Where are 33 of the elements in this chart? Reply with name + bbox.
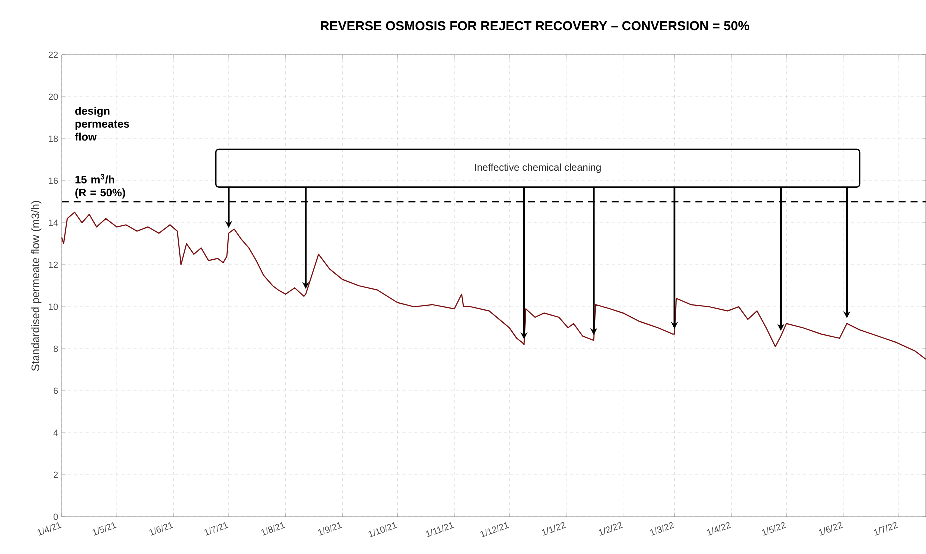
x-tick-label: 1/2/22 [599,522,624,536]
y-tick-label: 14 [49,220,58,226]
y-tick-label: 18 [49,136,58,142]
y-tick-label: 4 [54,430,58,436]
x-tick-label: 1/12/21 [480,522,510,538]
ref-line-label: 15 m$^{3}$/h (R = 50%) [76,174,126,199]
x-tick-label: 1/9/21 [318,522,342,536]
x-tick-label: 1/4/22 [707,522,732,536]
y-tick-label: 10 [49,304,58,310]
y-tick-label: 2 [54,472,58,478]
annotation: Ineffective chemical cleaning [475,164,601,174]
y-tick-label: 12 [49,262,58,268]
x-tick-label: 1/6/21 [150,522,174,536]
y-tick-label: 20 [48,94,58,100]
x-tick-label: 1/5/21 [92,522,117,536]
y-axis-title: Standardised permeate flow (m3/h) [31,201,42,372]
annotation: design permeates flow [75,106,130,141]
x-tick-label: 1/6/22 [819,522,844,536]
y-tick-label: 8 [54,346,58,352]
x-tick-label: 1/5/22 [762,522,786,536]
x-tick-label: 1/3/22 [650,522,674,536]
x-tick-label: 1/8/21 [262,522,286,536]
x-tick-label: 1/11/21 [426,522,454,538]
x-tick-label: 1/1/22 [542,522,566,536]
x-tick-label: 1/4/21 [38,522,62,536]
x-tick-label: 1/7/21 [204,522,229,536]
y-tick-label: 0 [54,514,58,520]
x-tick-label: 1/7/22 [874,522,898,536]
x-tick-label: 1/10/21 [368,522,398,538]
y-tick-label: 6 [54,388,58,394]
chart-title: REVERSE OSMOSIS FOR REJECT RECOVERY – CONVERSION = 50% [321,21,750,31]
y-tick-label: 22 [48,52,58,58]
y-tick-label: 16 [49,178,58,184]
